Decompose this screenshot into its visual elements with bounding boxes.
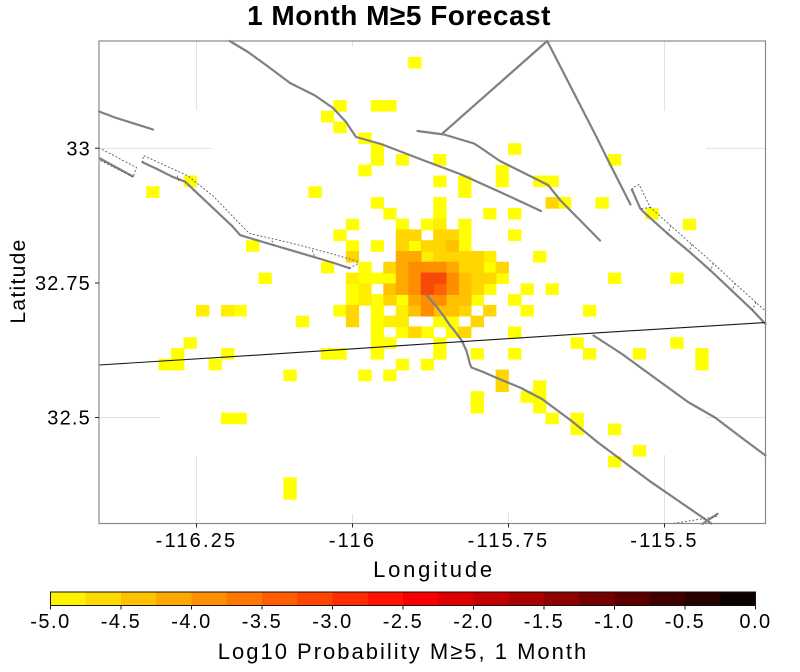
svg-text:32.5: 32.5 [47,408,91,430]
svg-text:-1.5: -1.5 [524,611,564,633]
svg-text:Log10 Probability M≥5, 1 Month: Log10 Probability M≥5, 1 Month [218,639,588,664]
svg-text:Latitude: Latitude [7,238,30,323]
svg-text:-5.0: -5.0 [30,611,70,633]
svg-text:-2.0: -2.0 [453,611,493,633]
svg-text:-3.5: -3.5 [242,611,282,633]
svg-text:Longitude: Longitude [373,557,495,582]
svg-text:-1.0: -1.0 [594,611,634,633]
svg-text:-4.5: -4.5 [101,611,141,633]
svg-text:-3.0: -3.0 [312,611,352,633]
svg-text:0.0: 0.0 [739,611,771,633]
svg-text:1 Month M≥5 Forecast: 1 Month M≥5 Forecast [247,0,551,31]
svg-text:33: 33 [66,138,91,160]
svg-text:-4.0: -4.0 [171,611,211,633]
svg-text:-115.5: -115.5 [630,530,698,552]
svg-text:-116: -116 [329,530,376,552]
svg-text:-0.5: -0.5 [665,611,705,633]
svg-text:-116.25: -116.25 [156,530,238,552]
svg-text:32.75: 32.75 [35,273,91,295]
svg-text:-2.5: -2.5 [383,611,423,633]
svg-text:-115.75: -115.75 [468,530,550,552]
